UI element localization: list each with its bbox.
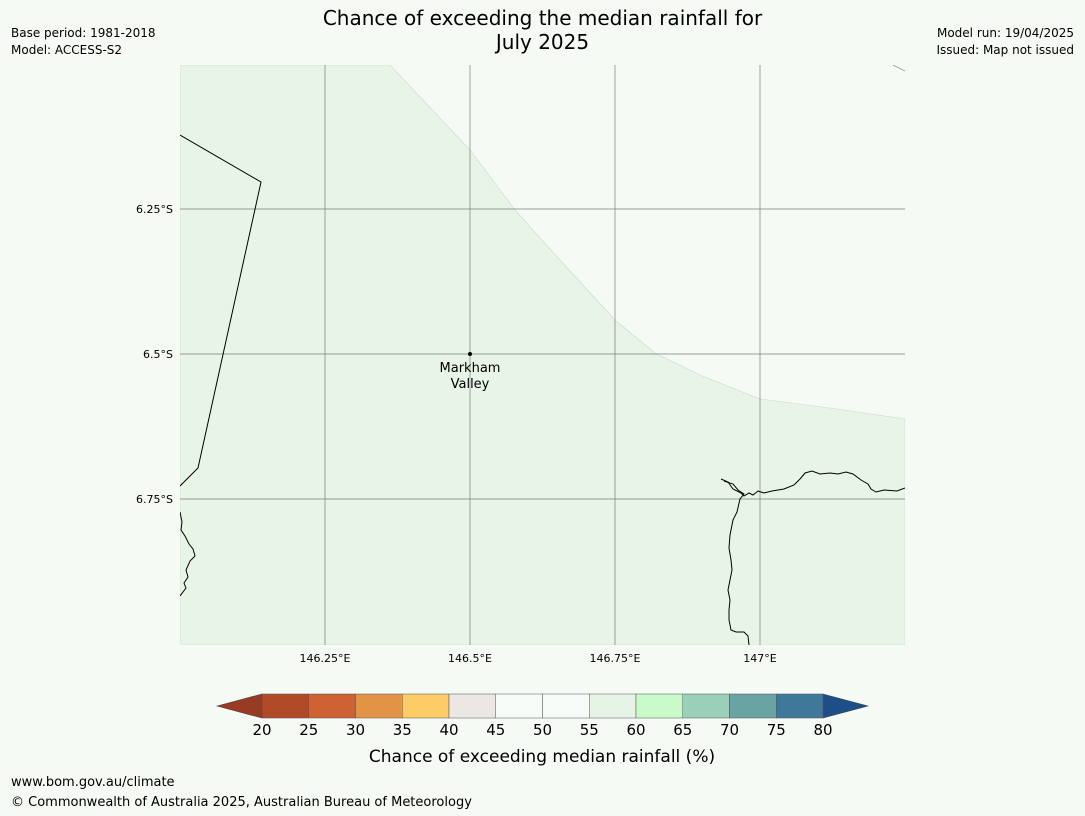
northeast-coast-fragment bbox=[892, 65, 905, 72]
map-title: Chance of exceeding the median rainfall … bbox=[0, 6, 1085, 54]
colorbar-bin-75-80 bbox=[776, 693, 824, 719]
lat-tick-labels: 6.25°S 6.5°S 6.75°S bbox=[136, 203, 173, 506]
place-label-line-1: Markham bbox=[440, 361, 501, 376]
colorbar: 20 25 30 35 40 45 50 55 60 65 70 75 80 Chance of exc… bbox=[215, 693, 870, 767]
colorbar-tick-25: 25 bbox=[299, 721, 318, 739]
colorbar-tick-75: 75 bbox=[767, 721, 786, 739]
colorbar-tick-55: 55 bbox=[580, 721, 599, 739]
colorbar-tick-35: 35 bbox=[393, 721, 412, 739]
river-channel bbox=[723, 480, 750, 645]
colorbar-tick-60: 60 bbox=[626, 721, 645, 739]
colorbar-bin-40-45 bbox=[448, 693, 496, 719]
lat-label-6-5: 6.5°S bbox=[143, 348, 173, 361]
colorbar-label: Chance of exceeding median rainfall (%) bbox=[369, 747, 715, 767]
lon-label-146-75: 146.75°E bbox=[590, 652, 641, 665]
river-coastline bbox=[720, 470, 905, 497]
colorbar-bin-60-65 bbox=[635, 693, 683, 719]
colorbar-tick-40: 40 bbox=[439, 721, 458, 739]
location-marker[interactable] bbox=[468, 352, 472, 356]
title-line-1: Chance of exceeding the median rainfall … bbox=[322, 6, 763, 30]
lon-label-147: 147°E bbox=[743, 652, 776, 665]
lon-label-146-25: 146.25°E bbox=[300, 652, 351, 665]
colorbar-bin-65-70 bbox=[682, 693, 730, 719]
colorbar-high-extend bbox=[822, 693, 870, 719]
border-line bbox=[180, 134, 262, 487]
west-coastline bbox=[180, 511, 196, 597]
issued-status: Issued: Map not issued bbox=[936, 43, 1074, 57]
colorbar-tick-80: 80 bbox=[813, 721, 832, 739]
colorbar-bin-70-75 bbox=[729, 693, 777, 719]
colorbar-bin-55-60 bbox=[589, 693, 637, 719]
base-period: Base period: 1981-2018 bbox=[11, 26, 156, 40]
colorbar-low-extend bbox=[215, 693, 263, 719]
colorbar-bin-30-35 bbox=[355, 693, 403, 719]
metadata-left: Base period: 1981-2018 Model: ACCESS-S2 bbox=[11, 25, 156, 59]
colorbar-tick-70: 70 bbox=[720, 721, 739, 739]
colorbar-tick-45: 45 bbox=[486, 721, 505, 739]
model-run: Model run: 19/04/2025 bbox=[936, 26, 1074, 40]
colorbar-tick-20: 20 bbox=[252, 721, 271, 739]
colorbar-bin-25-30 bbox=[308, 693, 356, 719]
footer-copyright: © Commonwealth of Australia 2025, Austra… bbox=[11, 795, 472, 810]
colorbar-bins bbox=[261, 693, 824, 719]
title-line-2: July 2025 bbox=[495, 30, 590, 54]
lat-label-6-25: 6.25°S bbox=[136, 203, 173, 216]
footer-url[interactable]: www.bom.gov.au/climate bbox=[11, 775, 175, 790]
map-panel[interactable]: Markham Valley bbox=[180, 65, 905, 645]
lon-label-146-5: 146.5°E bbox=[448, 652, 492, 665]
colorbar-bin-45-50 bbox=[495, 693, 543, 719]
metadata-right: Model run: 19/04/2025 Issued: Map not is… bbox=[936, 25, 1074, 59]
model-name: Model: ACCESS-S2 bbox=[11, 43, 123, 57]
colorbar-tick-30: 30 bbox=[346, 721, 365, 739]
colorbar-tick-65: 65 bbox=[673, 721, 692, 739]
place-label-line-2: Valley bbox=[451, 377, 490, 392]
lat-label-6-75: 6.75°S bbox=[136, 493, 173, 506]
rainfall-region bbox=[180, 65, 905, 645]
colorbar-bin-35-40 bbox=[402, 693, 450, 719]
colorbar-tick-50: 50 bbox=[533, 721, 552, 739]
lon-tick-labels: 146.25°E 146.5°E 146.75°E 147°E bbox=[300, 652, 777, 665]
colorbar-bin-50-55 bbox=[542, 693, 590, 719]
colorbar-bin-20-25 bbox=[261, 693, 309, 719]
colorbar-ticks: 20 25 30 35 40 45 50 55 60 65 70 75 80 bbox=[252, 721, 832, 739]
